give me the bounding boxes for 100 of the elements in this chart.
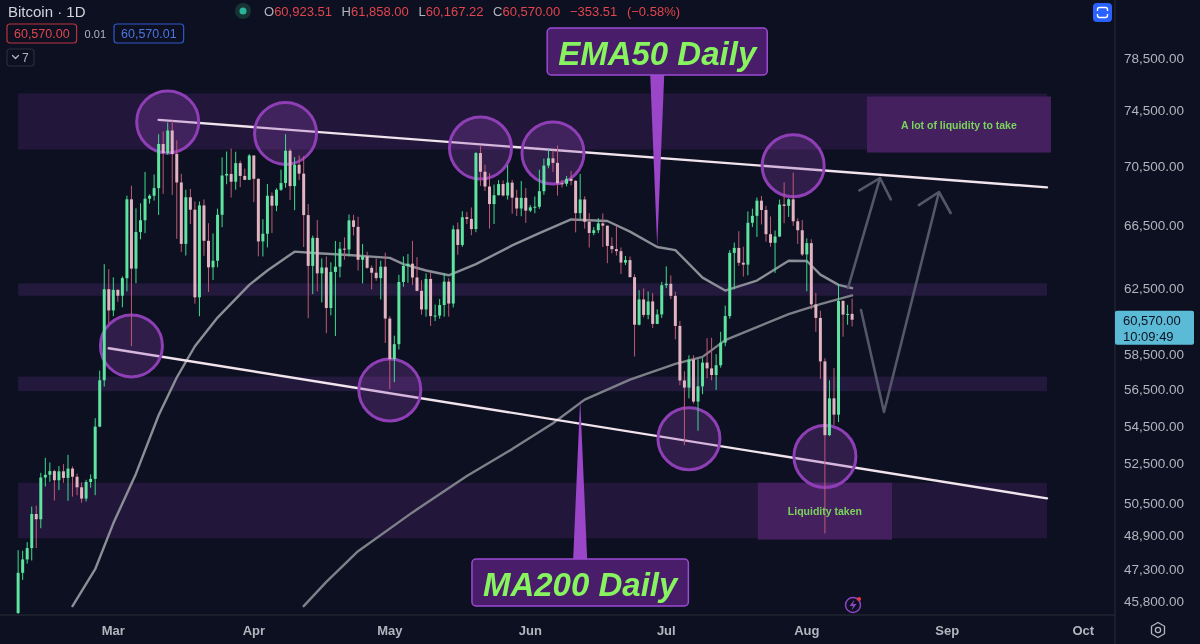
- candlestick: [805, 237, 809, 292]
- candlestick: [139, 202, 142, 240]
- candlestick: [551, 150, 555, 173]
- y-tick-label: 52,500.00: [1124, 456, 1185, 472]
- candlestick: [342, 236, 346, 261]
- candlestick: [166, 122, 170, 156]
- candlestick: [84, 479, 88, 502]
- y-tick-label: 66,500.00: [1124, 218, 1185, 234]
- candlestick: [211, 232, 215, 281]
- candlestick: [170, 120, 174, 196]
- candlestick: [601, 212, 605, 248]
- candlestick: [43, 457, 47, 488]
- annotation: 0.01: [84, 27, 107, 40]
- y-tick-label: 47,300.00: [1124, 561, 1185, 577]
- candlestick: [741, 246, 745, 278]
- y-tick-label: 58,500.00: [1124, 347, 1185, 363]
- y-tick-label: 48,900.00: [1124, 528, 1185, 544]
- candlestick: [515, 189, 519, 217]
- candlestick: [279, 169, 283, 192]
- y-tick-label: 45,800.00: [1124, 594, 1185, 610]
- candlestick: [759, 195, 763, 225]
- candlestick: [120, 275, 124, 308]
- candlestick: [488, 172, 492, 230]
- candlestick: [605, 225, 609, 264]
- candlestick: [71, 465, 75, 498]
- candlestick: [737, 230, 741, 267]
- candlestick: [814, 292, 818, 333]
- y-tick-label: 50,500.00: [1124, 495, 1185, 511]
- candlestick: [469, 206, 473, 236]
- candlestick: [370, 264, 374, 290]
- candlestick: [773, 230, 777, 274]
- candlestick: [25, 541, 29, 565]
- y-tick-label: 62,500.00: [1124, 280, 1185, 296]
- candlestick: [578, 173, 582, 220]
- candlestick: [261, 218, 265, 257]
- point: [760, 133, 826, 199]
- candlestick: [841, 299, 845, 338]
- candlestick: [52, 469, 56, 502]
- candlestick: [614, 225, 618, 257]
- candlestick: [483, 164, 487, 192]
- candlestick: [646, 290, 650, 320]
- point: [520, 120, 586, 186]
- annotation: EMA50 Daily: [558, 34, 758, 71]
- candlestick: [34, 505, 38, 549]
- x-tick-label: Aug: [794, 622, 820, 638]
- candlestick: [21, 550, 25, 581]
- candlestick: [75, 473, 79, 496]
- candlestick: [143, 171, 147, 234]
- x-tick-label: Jul: [656, 622, 676, 638]
- candlestick: [755, 197, 759, 238]
- candlestick: [651, 292, 655, 329]
- candlestick: [519, 180, 523, 217]
- candlestick: [719, 331, 723, 369]
- y-tick-label: 70,500.00: [1124, 159, 1185, 175]
- point: [447, 115, 513, 181]
- point: [135, 89, 201, 155]
- candlestick: [361, 243, 365, 284]
- candlestick: [846, 304, 850, 326]
- candlestick: [478, 145, 482, 187]
- candlestick: [850, 298, 854, 327]
- candlestick: [252, 154, 256, 203]
- point: [792, 424, 858, 490]
- candlestick: [66, 454, 70, 502]
- candlestick: [111, 276, 115, 317]
- candlestick: [610, 236, 614, 254]
- annotation: Liquidity taken: [787, 505, 862, 518]
- candlestick: [379, 260, 383, 300]
- candlestick: [556, 145, 559, 197]
- candlestick: [80, 481, 84, 504]
- candlestick: [293, 156, 297, 211]
- candlestick: [152, 174, 156, 202]
- candlestick: [107, 268, 111, 324]
- candlestick: [750, 208, 754, 228]
- candlestick: [188, 188, 192, 225]
- candlestick: [546, 148, 550, 169]
- candlestick: [234, 151, 238, 191]
- candlestick: [438, 298, 442, 320]
- candlestick: [161, 130, 165, 195]
- candlestick: [415, 256, 419, 292]
- chart-subtitle: O60,923.51 H61,858.00 L60,167.22 C60,570.00 −353.51 (−0.58%): [264, 3, 681, 19]
- candlestick: [587, 212, 591, 249]
- candlestick: [392, 335, 396, 383]
- candlestick: [492, 184, 496, 225]
- candlestick: [420, 279, 424, 316]
- candlestick: [225, 151, 229, 185]
- candlestick: [669, 274, 673, 300]
- point: [253, 100, 319, 166]
- candlestick: [682, 370, 686, 446]
- candlestick: [832, 367, 836, 426]
- candlestick: [769, 215, 773, 248]
- annotation: MA200 Daily: [482, 565, 680, 602]
- x-tick-label: Oct: [1072, 622, 1095, 638]
- candlestick: [410, 240, 414, 286]
- candlestick: [560, 179, 564, 189]
- point: [98, 313, 164, 379]
- candlestick: [456, 221, 460, 256]
- candlestick: [583, 195, 587, 230]
- candlestick: [338, 241, 342, 278]
- candlestick: [714, 353, 718, 391]
- candlestick: [791, 172, 795, 227]
